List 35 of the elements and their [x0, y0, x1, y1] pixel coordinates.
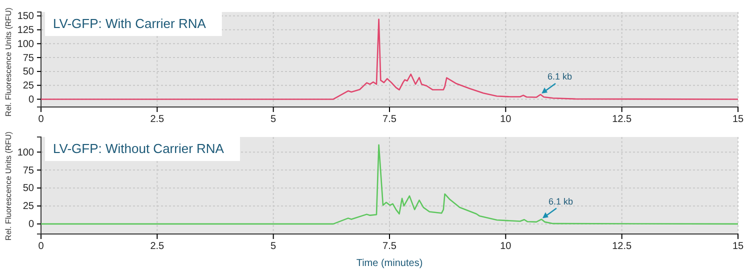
x-tick-label: 2.5 [150, 241, 165, 252]
x-tick-label: 0 [38, 241, 44, 252]
x-tick-label: 10 [500, 114, 512, 126]
x-tick-label: 7.5 [382, 241, 397, 252]
chart-title: LV-GFP: Without Carrier RNA [53, 141, 224, 156]
y-tick-label: 25 [22, 80, 34, 92]
x-tick-label: 12.5 [612, 114, 632, 126]
y-axis-title: Rel. Fluorescence Units (RFU) [4, 7, 13, 116]
y-tick-label: 25 [22, 201, 34, 212]
y-axis-title: Rel. Fluorescence Units (RFU) [4, 131, 13, 240]
x-tick-label: 15 [732, 114, 744, 126]
y-tick-label: 150 [17, 11, 34, 22]
x-axis-title: Time (minutes) [356, 258, 423, 269]
x-tick-label: 15 [732, 241, 744, 252]
chart-title: LV-GFP: With Carrier RNA [53, 16, 206, 31]
x-tick-label: 7.5 [382, 114, 397, 126]
x-tick-label: 5 [270, 241, 277, 252]
x-tick-label: 0 [38, 114, 44, 126]
y-tick-label: 100 [17, 38, 34, 50]
line-series [40, 18, 739, 100]
y-tick-label: 100 [17, 147, 34, 158]
y-tick-label: 0 [28, 219, 34, 230]
x-tick-label: 2.5 [150, 114, 165, 126]
x-tick-label: 5 [270, 114, 277, 126]
x-tick-label: 10 [500, 241, 512, 252]
annotation: 6.1 kb [548, 72, 572, 82]
line-series [40, 144, 739, 225]
y-tick-label: 125 [17, 24, 34, 36]
annotation: 6.1 kb [548, 196, 573, 206]
x-tick-label: 12.5 [612, 241, 632, 252]
y-tick-label: 0 [28, 94, 34, 106]
y-tick-label: 50 [22, 183, 34, 194]
y-tick-label: 50 [22, 66, 34, 78]
y-tick-label: 75 [22, 165, 34, 176]
y-tick-label: 75 [22, 52, 34, 64]
